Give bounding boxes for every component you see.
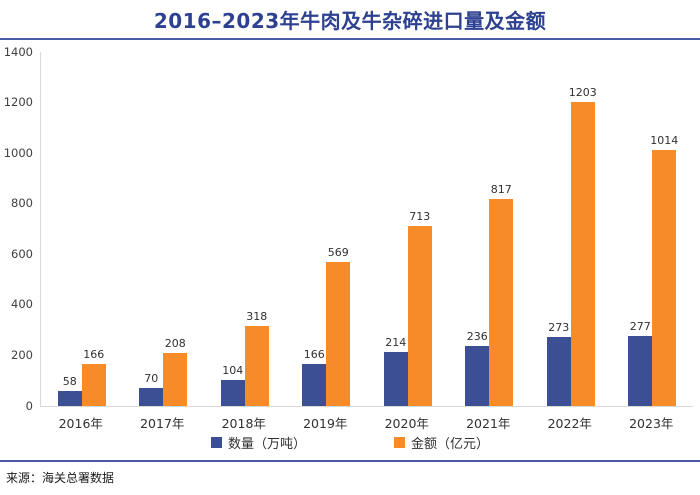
bar-value-quantity-2017: 70 <box>144 372 159 386</box>
bar-group-2019: 166 569 <box>286 52 368 406</box>
legend-label-amount: 金额（亿元） <box>411 437 490 452</box>
bar-value-quantity-2020: 214 <box>385 335 407 349</box>
y-axis-label-0: 0 <box>25 398 33 413</box>
bar-value-amount-2023: 1014 <box>650 133 679 147</box>
bar-column-amount-2016: 166 <box>81 52 106 406</box>
bottom-divider <box>0 460 700 462</box>
y-axis-label-800: 800 <box>11 196 33 211</box>
bar-value-amount-2017: 208 <box>164 337 186 351</box>
legend-item-amount: 金额（亿元） <box>394 433 489 452</box>
bar-amount-2021 <box>489 199 514 406</box>
y-axis-label-1200: 1200 <box>3 95 33 110</box>
bar-column-amount-2021: 817 <box>489 52 514 406</box>
bar-column-quantity-2023: 277 <box>628 52 653 406</box>
bar-value-quantity-2019: 166 <box>303 347 325 361</box>
x-axis-label-2023: 2023年 <box>629 416 674 431</box>
bar-quantity-2020 <box>383 351 408 406</box>
bar-column-quantity-2018: 104 <box>220 52 245 406</box>
bar-column-amount-2022: 1203 <box>568 52 597 406</box>
bar-value-amount-2016: 166 <box>83 347 105 361</box>
bar-column-quantity-2022: 273 <box>546 52 571 406</box>
bar-group-2020: 214 713 <box>367 52 449 406</box>
bar-value-quantity-2022: 273 <box>548 320 570 334</box>
bar-group-2018: 104 318 <box>204 52 286 406</box>
x-axis-label-2018: 2018年 <box>221 416 266 431</box>
y-axis-label-200: 200 <box>11 347 33 362</box>
bar-value-quantity-2016: 58 <box>62 375 77 389</box>
legend-label-quantity: 数量（万吨） <box>227 437 306 452</box>
bar-column-amount-2018: 318 <box>244 52 269 406</box>
x-axis-label-2016: 2016年 <box>58 416 103 431</box>
bar-amount-2017 <box>163 353 188 406</box>
source-note: 来源：海关总署数据 <box>6 471 115 485</box>
bar-column-quantity-2019: 166 <box>302 52 327 406</box>
legend-item-quantity: 数量（万吨） <box>210 433 306 452</box>
x-axis-label-2017: 2017年 <box>140 416 185 431</box>
bar-quantity-2017 <box>139 388 164 406</box>
bar-quantity-2016 <box>57 391 82 406</box>
bar-value-amount-2020: 713 <box>409 209 431 223</box>
bar-column-quantity-2021: 236 <box>465 52 490 406</box>
x-axis-labels: 2016年 2017年 2018年 2019年 2020年 2021年 2022年 2023年 <box>40 413 692 432</box>
bar-column-quantity-2017: 70 <box>139 52 164 406</box>
bar-column-quantity-2020: 214 <box>383 52 408 406</box>
plot-area: 58 166 70 208 104 318 166 569 214 713 236 817 273 120… <box>40 52 693 407</box>
bar-column-amount-2017: 208 <box>163 52 188 406</box>
bar-value-amount-2018: 318 <box>246 309 268 323</box>
bar-amount-2019 <box>326 262 351 406</box>
bar-value-quantity-2023: 277 <box>629 319 651 333</box>
bar-quantity-2023 <box>628 335 653 406</box>
bar-amount-2018 <box>244 325 269 406</box>
legend-swatch-quantity <box>210 437 222 448</box>
bar-amount-2022 <box>570 101 595 406</box>
bar-quantity-2022 <box>546 336 571 406</box>
bar-amount-2020 <box>407 225 432 406</box>
y-axis-label-1400: 1400 <box>3 44 33 59</box>
bar-value-amount-2021: 817 <box>490 183 512 197</box>
bar-group-2021: 236 817 <box>449 52 531 406</box>
bar-quantity-2018 <box>220 379 245 406</box>
y-axis-label-1000: 1000 <box>3 145 33 160</box>
bar-column-amount-2023: 1014 <box>650 52 679 406</box>
x-axis-label-2022: 2022年 <box>547 416 592 431</box>
legend: 数量（万吨） 金额（亿元） <box>0 433 700 452</box>
y-axis-label-600: 600 <box>11 246 33 261</box>
top-divider <box>0 38 700 40</box>
x-axis-label-2020: 2020年 <box>384 416 429 431</box>
bar-quantity-2021 <box>465 346 490 406</box>
bar-column-amount-2019: 569 <box>326 52 351 406</box>
bar-value-quantity-2021: 236 <box>466 330 488 344</box>
bar-group-2023: 277 1014 <box>612 52 694 406</box>
legend-swatch-amount <box>394 437 405 448</box>
x-axis-label-2021: 2021年 <box>466 416 511 431</box>
bar-group-2022: 273 1203 <box>530 52 612 406</box>
chart-title: 2016–2023年牛肉及牛杂碎进口量及金额 <box>153 9 547 33</box>
bar-value-amount-2022: 1203 <box>568 85 597 99</box>
bar-quantity-2019 <box>302 364 327 406</box>
bar-column-quantity-2016: 58 <box>57 52 82 406</box>
bar-amount-2016 <box>81 364 106 406</box>
bar-amount-2023 <box>652 149 677 406</box>
bar-group-2016: 58 166 <box>41 52 123 406</box>
bar-column-amount-2020: 713 <box>407 52 432 406</box>
bar-group-2017: 70 208 <box>123 52 205 406</box>
bar-value-quantity-2018: 104 <box>222 363 244 377</box>
y-axis-label-400: 400 <box>11 297 33 312</box>
bar-value-amount-2019: 569 <box>327 246 349 260</box>
x-axis-label-2019: 2019年 <box>303 416 348 431</box>
